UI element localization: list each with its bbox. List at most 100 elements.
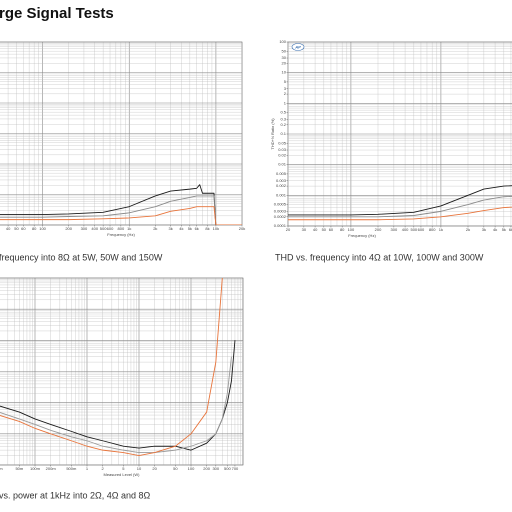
series-line bbox=[288, 195, 512, 218]
y-tick-label: 30 bbox=[282, 55, 287, 60]
x-tick-label: 80 bbox=[340, 227, 345, 232]
series-line bbox=[288, 185, 512, 216]
x-tick-label: 500m bbox=[66, 466, 77, 471]
y-tick-label: 10 bbox=[282, 70, 287, 75]
x-tick-label: 5k bbox=[502, 227, 506, 232]
x-tick-label: 100 bbox=[348, 227, 355, 232]
x-tick-label: 300 bbox=[81, 226, 88, 231]
y-tick-label: 0.0003 bbox=[274, 208, 287, 213]
x-tick-label: 3k bbox=[168, 226, 172, 231]
x-tick-label: 4k bbox=[493, 227, 497, 232]
series-line bbox=[0, 278, 223, 457]
y-tick-label: 50 bbox=[282, 48, 287, 53]
y-tick-label: 0.03 bbox=[278, 147, 287, 152]
x-tick-label: 50 bbox=[14, 226, 19, 231]
x-tick-label: 800 bbox=[429, 227, 436, 232]
caption: frequency into 8Ω at 5W, 50W and 150W bbox=[0, 252, 163, 262]
y-tick-label: 0.05 bbox=[278, 140, 287, 145]
x-tick-label: 200 bbox=[203, 466, 210, 471]
logo-badge bbox=[291, 43, 305, 51]
x-tick-label: 50 bbox=[173, 466, 178, 471]
x-tick-label: 10k bbox=[213, 226, 219, 231]
x-tick-label: 50 bbox=[322, 227, 327, 232]
page-title: rge Signal Tests bbox=[0, 5, 114, 22]
x-tick-label: 100 bbox=[188, 466, 195, 471]
y-tick-label: 2 bbox=[284, 91, 287, 96]
y-tick-label: 0.005 bbox=[276, 171, 287, 176]
plot bbox=[0, 278, 243, 465]
y-tick-label: 0.2 bbox=[280, 122, 286, 127]
x-tick-label: 2k bbox=[153, 226, 157, 231]
x-tick-label: 6k bbox=[509, 227, 512, 232]
caption: THD vs. frequency into 4Ω at 10W, 100W a… bbox=[275, 252, 484, 262]
chart: 1005030201053210.50.30.20.10.050.030.020… bbox=[270, 39, 512, 238]
x-tick-label: 20m bbox=[0, 466, 3, 471]
x-tick-label: 1k bbox=[127, 226, 131, 231]
series-line bbox=[0, 195, 217, 225]
y-tick-label: 0.3 bbox=[280, 116, 286, 121]
x-tick-label: 200 bbox=[65, 226, 72, 231]
y-tick-label: 0.1 bbox=[280, 131, 286, 136]
y-tick-label: 0.02 bbox=[278, 152, 287, 157]
plot bbox=[288, 42, 512, 226]
x-tick-label: 5k bbox=[188, 226, 192, 231]
y-tick-label: 5 bbox=[284, 79, 287, 84]
x-tick-label: 200m bbox=[46, 466, 57, 471]
x-tick-label: 60 bbox=[21, 226, 26, 231]
x-tick-label: 50m bbox=[15, 466, 23, 471]
x-tick-label: 1k bbox=[439, 227, 443, 232]
x-tick-label: 20k bbox=[239, 226, 245, 231]
y-tick-label: 0.0002 bbox=[274, 214, 287, 219]
y-axis-label: THD+N Ratio (%) bbox=[270, 118, 275, 150]
x-tick-label: 700 bbox=[232, 466, 239, 471]
chart: 10m20m50m100m200m500m1251020501002003005… bbox=[0, 277, 244, 477]
y-tick-label: 0.0001 bbox=[274, 223, 287, 228]
x-tick-label: 40 bbox=[6, 226, 11, 231]
series-line bbox=[0, 356, 232, 454]
x-tick-label: 60 bbox=[329, 227, 334, 232]
chart: 40 50 60 80 100 200 300 400 500 600 800 1k 2k 3k 4k 5k 6… bbox=[0, 41, 245, 237]
y-tick-label: 100 bbox=[279, 39, 286, 44]
plot bbox=[0, 42, 242, 225]
x-tick-label: 1 bbox=[86, 466, 89, 471]
x-tick-label: 2k bbox=[466, 227, 470, 232]
x-tick-label: 80 bbox=[32, 226, 37, 231]
y-tick-label: 0.003 bbox=[276, 178, 287, 183]
x-axis-label: Frequency (Hz) bbox=[107, 232, 135, 237]
x-tick-label: 800 bbox=[118, 226, 125, 231]
y-tick-label: 0.002 bbox=[276, 183, 287, 188]
x-tick-label: 600 bbox=[418, 227, 425, 232]
x-tick-label: 10 bbox=[137, 466, 142, 471]
x-axis-label: Measured Level (W) bbox=[103, 472, 140, 477]
x-tick-label: 2 bbox=[102, 466, 105, 471]
y-tick-label: 0.001 bbox=[276, 192, 287, 197]
x-tick-label: 6k bbox=[195, 226, 199, 231]
y-tick-label: 0.01 bbox=[278, 162, 287, 167]
x-tick-label: 4k bbox=[179, 226, 183, 231]
x-tick-label: 3k bbox=[482, 227, 486, 232]
x-tick-label: 500 bbox=[224, 466, 231, 471]
y-tick-label: 0.5 bbox=[280, 110, 286, 115]
x-tick-label: 400 bbox=[402, 227, 409, 232]
y-tick-label: 3 bbox=[284, 86, 287, 91]
x-tick-label: 30 bbox=[302, 227, 307, 232]
x-tick-label: 100m bbox=[30, 466, 41, 471]
x-tick-label: 300 bbox=[212, 466, 219, 471]
x-tick-label: 20 bbox=[286, 227, 291, 232]
series-line bbox=[0, 206, 242, 225]
x-tick-label: 300 bbox=[391, 227, 398, 232]
y-tick-label: 0.0005 bbox=[274, 202, 287, 207]
x-axis-label: Frequency (Hz) bbox=[348, 233, 376, 238]
x-tick-label: 500 bbox=[100, 226, 107, 231]
x-tick-label: 500 bbox=[410, 227, 417, 232]
logo: AP bbox=[294, 44, 301, 49]
x-tick-label: 40 bbox=[313, 227, 318, 232]
caption: vs. power at 1kHz into 2Ω, 4Ω and 8Ω bbox=[0, 490, 151, 500]
x-tick-label: 100 bbox=[39, 226, 46, 231]
x-tick-label: 400 bbox=[91, 226, 98, 231]
y-tick-label: 20 bbox=[282, 60, 287, 65]
x-tick-label: 20 bbox=[152, 466, 157, 471]
y-tick-label: 1 bbox=[284, 100, 287, 105]
